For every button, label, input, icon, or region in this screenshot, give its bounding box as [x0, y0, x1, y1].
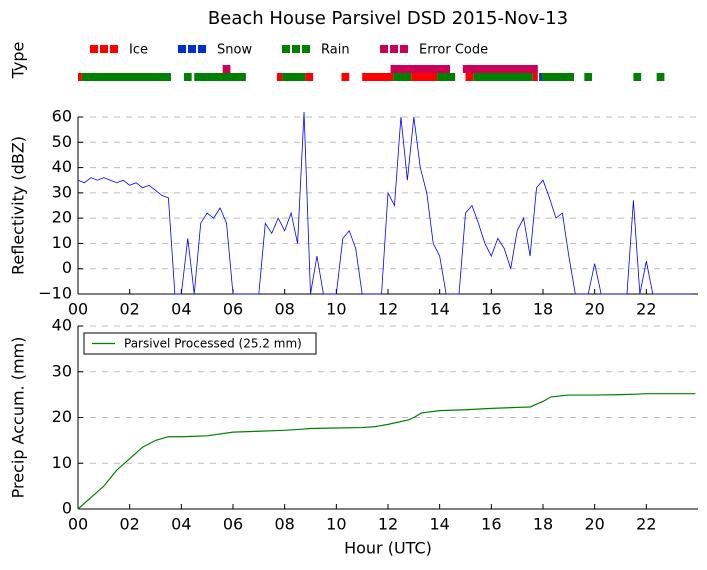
- event-bar: [473, 73, 533, 81]
- y-tick-label: 20: [52, 407, 72, 426]
- legend-marker: [302, 45, 310, 53]
- x-tick-label: 22: [636, 515, 656, 534]
- legend-label: Snow: [217, 43, 252, 58]
- event-bar: [465, 73, 474, 81]
- y-axis-label: Reflectivity (dBZ): [9, 136, 28, 275]
- event-bar: [541, 73, 574, 81]
- legend-marker: [178, 45, 186, 53]
- event-bar: [276, 73, 283, 81]
- x-tick-label: 04: [171, 300, 191, 319]
- y-tick-label: 50: [52, 132, 72, 151]
- event-bar: [194, 73, 246, 81]
- data-line: [77, 111, 692, 295]
- x-tick-label: 12: [378, 515, 398, 534]
- legend-marker: [390, 45, 398, 53]
- event-bar: [362, 73, 394, 81]
- x-tick-label: 18: [533, 300, 553, 319]
- y-tick-label: 40: [52, 316, 72, 335]
- event-bar: [584, 73, 593, 81]
- event-bar: [183, 73, 192, 81]
- event-bar: [393, 73, 412, 81]
- y-tick-label: 0: [62, 258, 72, 277]
- chart-title: Beach House Parsivel DSD 2015-Nov-13: [208, 8, 568, 29]
- x-tick-label: 14: [429, 300, 449, 319]
- x-tick-label: 16: [481, 300, 501, 319]
- y-tick-label: 10: [52, 233, 72, 252]
- y-axis-label: Type: [9, 42, 28, 80]
- event-bar: [656, 73, 665, 81]
- y-tick-label: 10: [52, 453, 72, 472]
- x-tick-label: 08: [274, 515, 294, 534]
- x-tick-label: 04: [171, 515, 191, 534]
- legend-marker: [198, 45, 206, 53]
- event-bar: [305, 73, 314, 81]
- legend-label: Parsivel Processed (25.2 mm): [124, 337, 302, 351]
- y-tick-label: 20: [52, 208, 72, 227]
- event-bar: [282, 73, 306, 81]
- event-bar: [633, 73, 642, 81]
- y-tick-label: 60: [52, 107, 72, 126]
- x-tick-label: 18: [533, 515, 553, 534]
- y-tick-label: 30: [52, 361, 72, 380]
- x-tick-label: 20: [584, 515, 604, 534]
- y-tick-label: 0: [62, 499, 72, 518]
- legend-marker: [90, 45, 98, 53]
- x-tick-label: 00: [68, 300, 88, 319]
- legend-box: [83, 332, 317, 355]
- legend-marker: [110, 45, 118, 53]
- event-bar: [411, 73, 438, 81]
- legend-marker: [380, 45, 388, 53]
- x-tick-label: 00: [68, 515, 88, 534]
- event-bar: [81, 73, 171, 81]
- event-bar: [462, 65, 538, 73]
- event-bar: [390, 65, 450, 73]
- event-bar: [539, 73, 543, 81]
- event-bar: [437, 73, 456, 81]
- x-tick-label: 12: [378, 300, 398, 319]
- legend-marker: [282, 45, 290, 53]
- legend-marker: [400, 45, 408, 53]
- event-bar: [78, 73, 82, 81]
- y-tick-label: −10: [38, 284, 72, 303]
- event-bar: [341, 73, 350, 81]
- x-axis-label: Hour (UTC): [344, 539, 432, 558]
- x-tick-label: 22: [636, 300, 656, 319]
- y-axis-label: Precip Accum. (mm): [9, 337, 28, 499]
- x-tick-label: 20: [584, 300, 604, 319]
- y-tick-label: 40: [52, 157, 72, 176]
- legend-marker: [188, 45, 196, 53]
- x-tick-label: 06: [223, 515, 243, 534]
- legend-marker: [292, 45, 300, 53]
- x-tick-label: 10: [326, 515, 346, 534]
- x-tick-label: 02: [119, 300, 139, 319]
- legend-marker: [100, 45, 108, 53]
- y-tick-label: 30: [52, 182, 72, 201]
- data-line: [77, 393, 696, 510]
- x-tick-label: 10: [326, 300, 346, 319]
- x-tick-label: 14: [429, 515, 449, 534]
- legend-label: Ice: [129, 43, 148, 58]
- event-bar: [532, 73, 538, 81]
- x-tick-label: 08: [274, 300, 294, 319]
- event-bar: [222, 65, 231, 73]
- legend-label: Rain: [321, 43, 350, 58]
- legend-label: Error Code: [419, 43, 488, 58]
- x-tick-label: 06: [223, 300, 243, 319]
- x-tick-label: 02: [119, 515, 139, 534]
- x-tick-label: 16: [481, 515, 501, 534]
